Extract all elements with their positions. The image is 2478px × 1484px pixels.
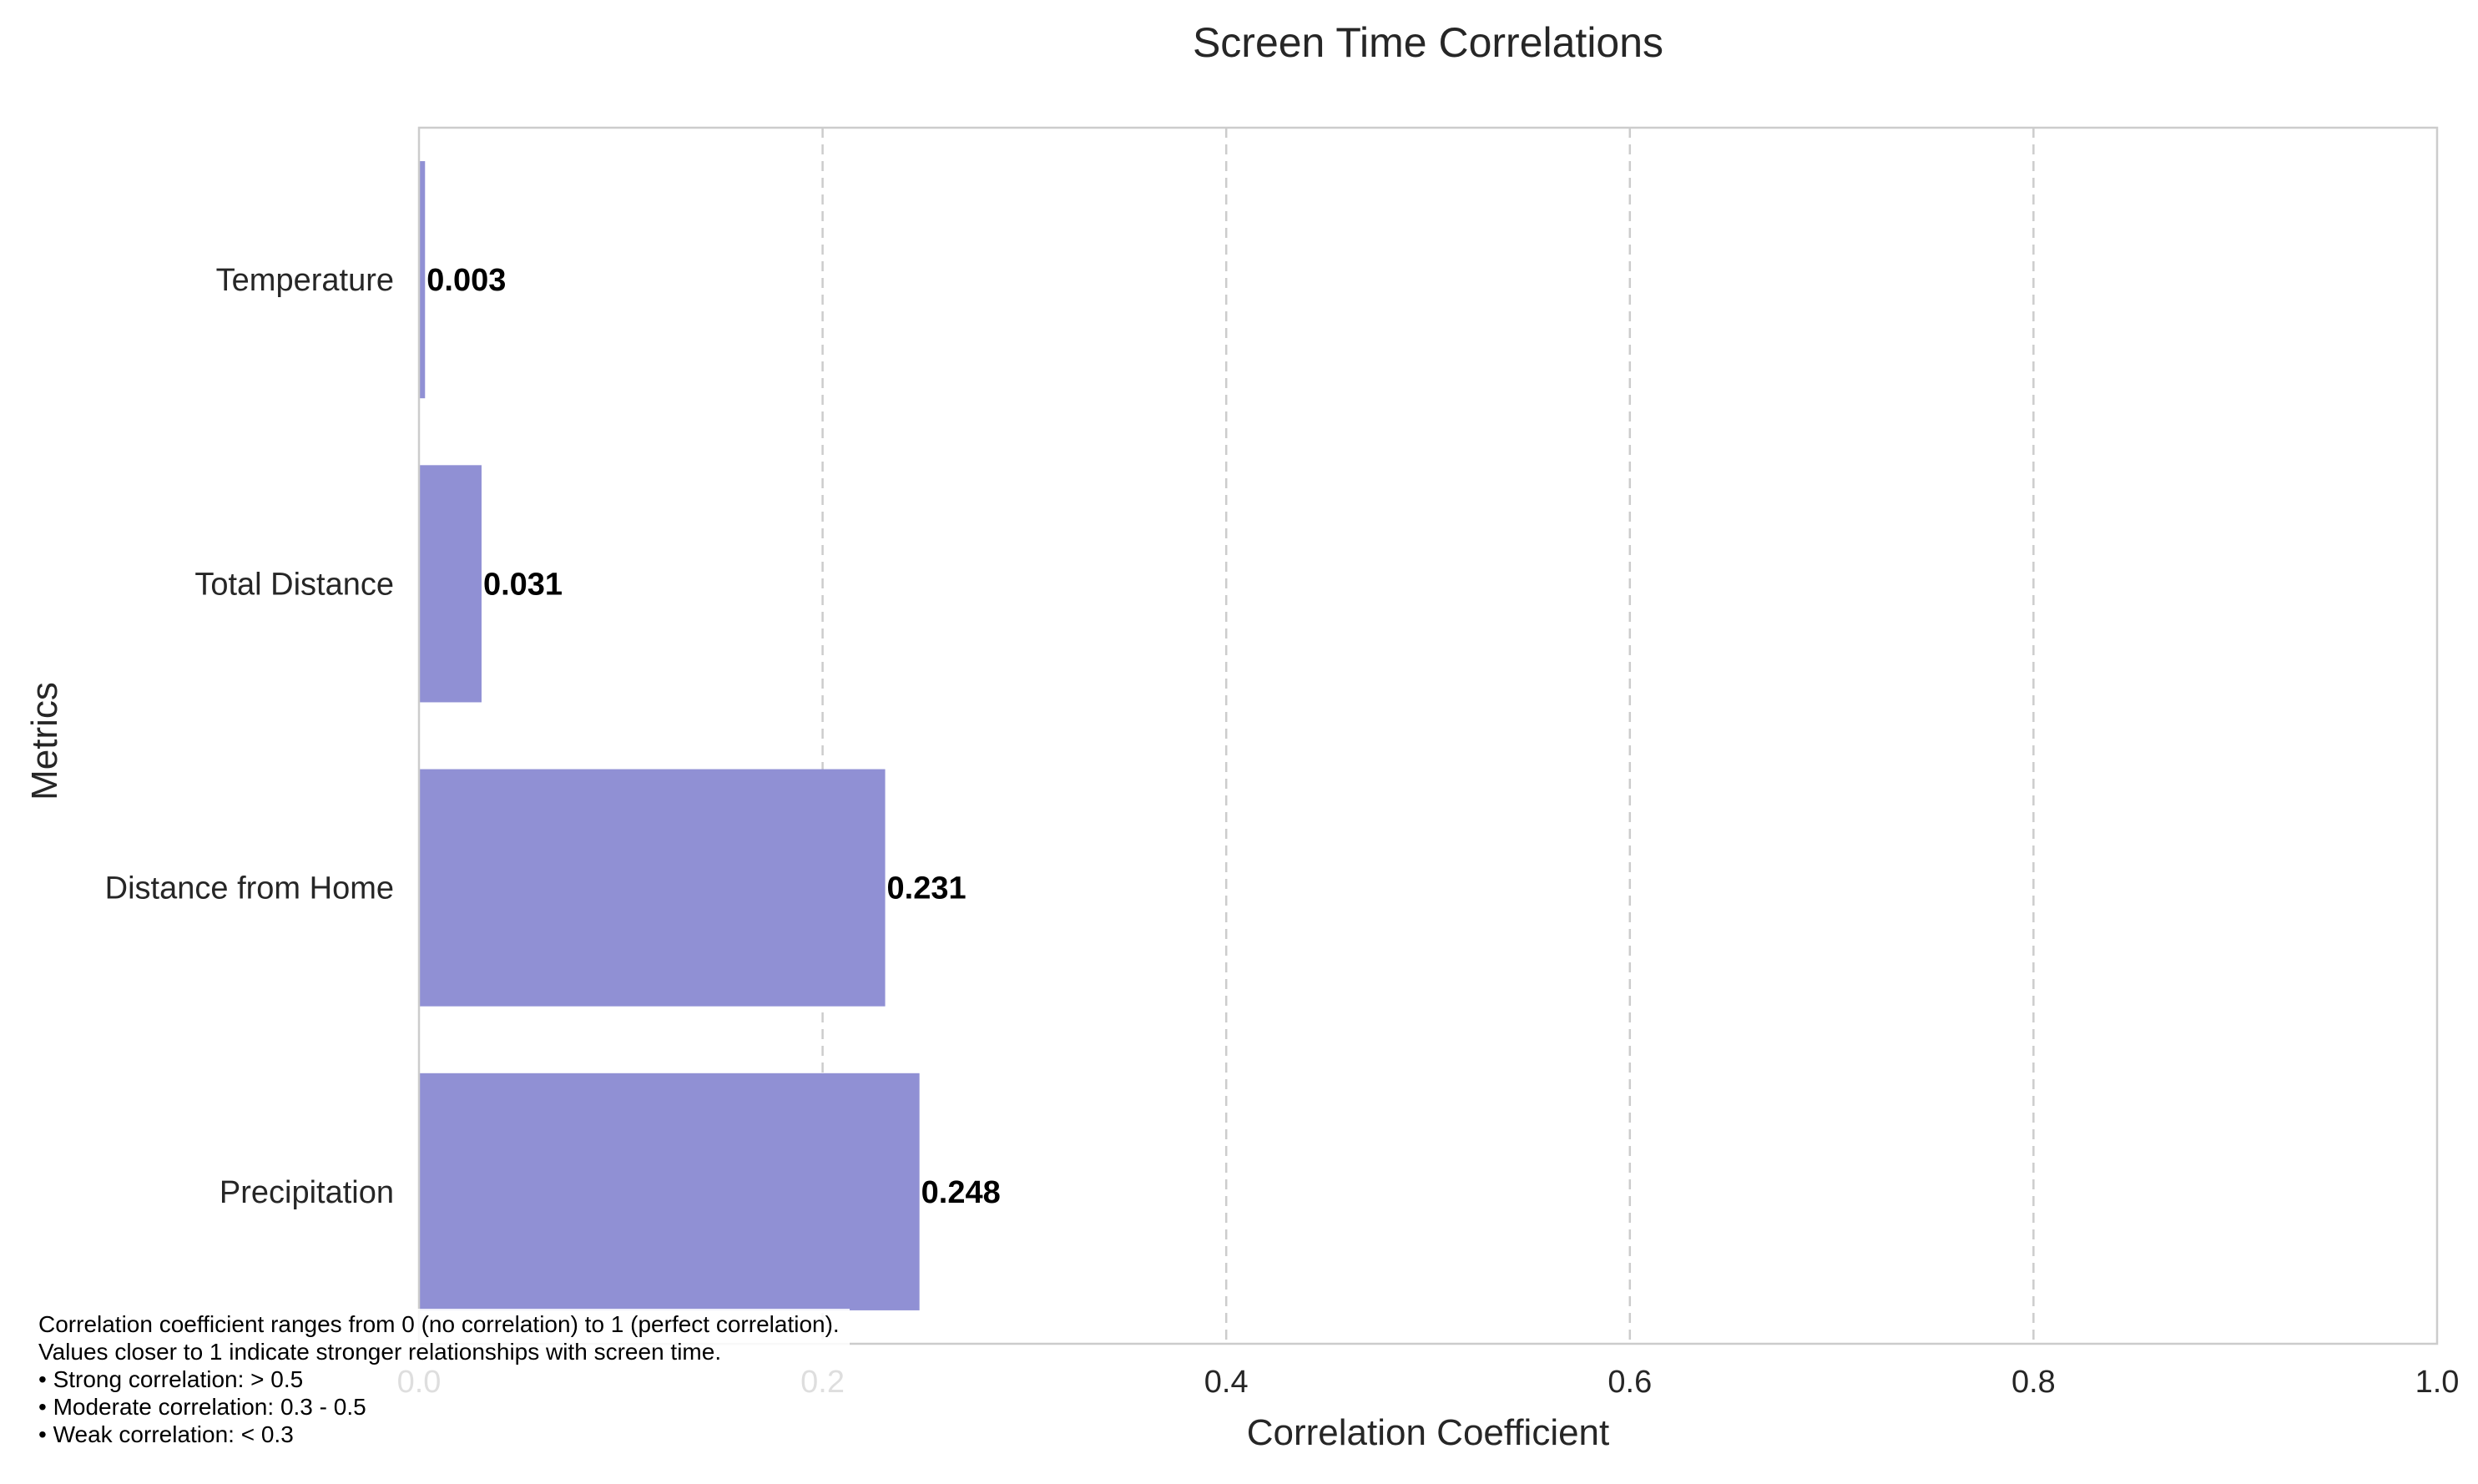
x-tick-label: 1.0 <box>2415 1365 2460 1400</box>
value-label: 0.248 <box>921 1175 1001 1210</box>
note-line: • Moderate correlation: 0.3 - 0.5 <box>38 1394 366 1420</box>
value-label: 0.003 <box>426 263 506 298</box>
y-axis-label: Metrics <box>24 682 65 800</box>
labels: 0.00.20.40.60.81.0Temperature0.003Total … <box>105 263 2460 1400</box>
category-label: Precipitation <box>220 1175 394 1210</box>
value-label: 0.031 <box>483 567 563 602</box>
grid-lines <box>821 128 2035 1344</box>
x-tick-label: 0.6 <box>1607 1365 1652 1400</box>
category-label: Total Distance <box>194 567 394 602</box>
note-line: Correlation coefficient ranges from 0 (n… <box>38 1311 840 1337</box>
bar <box>419 465 482 703</box>
x-tick-label: 0.8 <box>2011 1365 2056 1400</box>
note-line: • Weak correlation: < 0.3 <box>38 1421 294 1447</box>
plot-area-frame <box>417 126 2439 1345</box>
chart-title: Screen Time Correlations <box>1193 19 1663 66</box>
correlation-note: Correlation coefficient ranges from 0 (n… <box>33 1309 850 1451</box>
value-label: 0.231 <box>887 871 966 906</box>
x-axis-label: Correlation Coefficient <box>1247 1412 1610 1453</box>
category-label: Distance from Home <box>105 871 394 906</box>
bar <box>419 161 426 399</box>
x-tick-label: 0.4 <box>1204 1365 1249 1400</box>
note-line: Values closer to 1 indicate stronger rel… <box>38 1339 722 1365</box>
bar <box>419 769 886 1007</box>
bars <box>419 161 920 1310</box>
bar <box>419 1073 920 1310</box>
note-line: • Strong correlation: > 0.5 <box>38 1366 304 1392</box>
category-label: Temperature <box>216 263 394 298</box>
